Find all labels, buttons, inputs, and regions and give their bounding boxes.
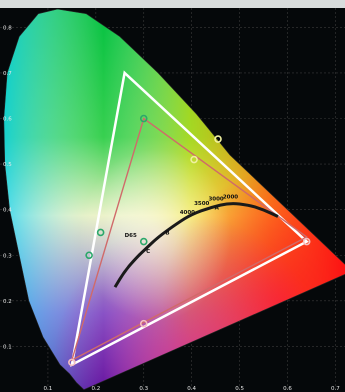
annotation-2: B — [165, 231, 169, 237]
x-tick-2: 0.3 — [139, 386, 148, 392]
marker-0 — [139, 114, 148, 123]
y-tick-3: 0.4 — [3, 208, 12, 214]
y-tick-6: 0.7 — [3, 71, 12, 77]
marker-4 — [302, 237, 311, 246]
annotation-0: D65 — [125, 233, 137, 239]
planckian-locus — [113, 202, 279, 288]
marker-3 — [139, 237, 148, 246]
marker-6 — [68, 358, 76, 367]
x-tick-6: 0.7 — [331, 386, 340, 392]
marker-2 — [85, 251, 93, 260]
markers — [68, 114, 311, 367]
annotation-7: 2000 — [223, 194, 238, 200]
y-tick-0: 0.1 — [3, 344, 12, 350]
x-tick-3: 0.4 — [187, 386, 196, 392]
x-tick-0: 0.1 — [44, 386, 53, 392]
annotation-3: A — [215, 206, 220, 212]
annotation-1: C — [146, 249, 150, 255]
top-band — [0, 0, 345, 8]
marker-1 — [96, 228, 105, 237]
x-tick-5: 0.6 — [283, 386, 292, 392]
x-tick-4: 0.5 — [235, 386, 244, 392]
x-tick-labels: 0.1 0.2 0.3 0.4 0.5 0.6 0.7 — [44, 386, 341, 392]
y-tick-2: 0.3 — [3, 253, 12, 259]
spectral-locus-outline — [3, 8, 345, 391]
y-tick-labels: 0.1 0.2 0.3 0.4 0.5 0.6 0.7 0.8 — [3, 25, 12, 350]
y-tick-4: 0.5 — [3, 162, 12, 168]
marker-8 — [214, 135, 222, 143]
marker-7 — [190, 155, 198, 164]
gamut-triangle-1 — [70, 117, 309, 362]
annotation-5: 3500 — [194, 201, 209, 207]
y-tick-7: 0.8 — [3, 25, 12, 31]
annotation-4: 4000 — [180, 210, 195, 216]
x-tick-1: 0.2 — [91, 386, 100, 392]
gamut-triangle-0 — [70, 70, 309, 367]
y-tick-5: 0.6 — [3, 117, 12, 123]
annotation-6: 3000 — [208, 197, 223, 203]
marker-5 — [139, 319, 148, 328]
y-tick-1: 0.2 — [3, 299, 12, 305]
